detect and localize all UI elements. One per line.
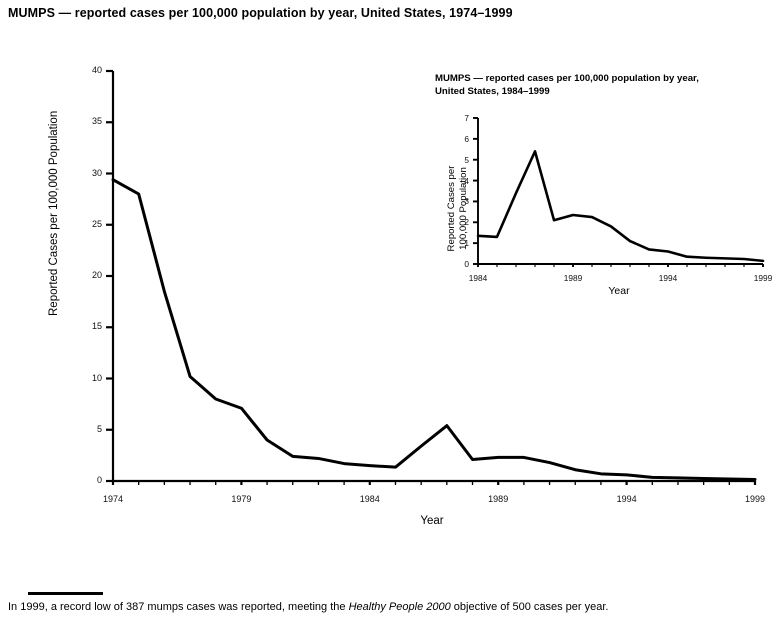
inset-chart-data-line: [476, 150, 765, 263]
footnote-prefix: In 1999, a record low of 387 mumps cases…: [8, 601, 349, 613]
inset-chart-plot-area: [472, 115, 766, 267]
inset-chart-title: MUMPS — reported cases per 100,000 popul…: [435, 73, 699, 97]
inset-chart-y-tick-label: 3: [464, 196, 469, 207]
main-chart-y-tick-label: 10: [91, 372, 102, 383]
main-chart-plot-area: [105, 67, 759, 485]
inset-chart-x-tick-label: 1994: [658, 273, 678, 283]
inset-chart-x-tick-label: 1989: [563, 273, 583, 283]
main-chart-y-tick-label: 15: [91, 321, 102, 332]
main-chart-tick-marks: [106, 69, 757, 485]
inset-chart-y-tick-label: 1: [464, 238, 469, 249]
footnote-rule: [28, 592, 103, 595]
inset-chart-y-tick-label: 7: [464, 113, 469, 123]
main-chart-x-tick-label: 1979: [231, 494, 252, 504]
inset-chart-y-tick-label: 5: [464, 154, 469, 165]
main-chart-y-tick-label: 5: [96, 423, 102, 434]
inset-chart-axes: [477, 118, 763, 265]
inset-chart-y-tick-label: 4: [464, 175, 469, 186]
page-title: MUMPS — reported cases per 100,000 popul…: [8, 6, 513, 20]
inset-chart: MUMPS — reported cases per 100,000 popul…: [425, 72, 775, 307]
main-chart-x-tick-label: 1989: [488, 494, 509, 504]
inset-chart-tick-marks: [473, 117, 764, 267]
inset-chart-y-tick-label: 0: [464, 259, 469, 269]
inset-chart-x-axis-label: Year: [608, 285, 630, 297]
inset-chart-x-tick-label: 1999: [753, 273, 773, 283]
main-chart-y-axis-label: Reported Cases per 100,000 Population: [48, 110, 60, 316]
main-chart-x-tick-label: 1999: [744, 494, 766, 504]
inset-chart-y-tick-label: 2: [464, 217, 469, 228]
inset-chart-y-tick-label: 6: [464, 133, 469, 144]
main-chart-x-tick-label: 1974: [102, 494, 124, 504]
main-chart-x-tick-label: 1984: [359, 494, 380, 504]
main-chart-y-tick-label: 40: [91, 65, 102, 75]
footnote-text: In 1999, a record low of 387 mumps cases…: [8, 601, 608, 613]
main-chart-svg: [106, 69, 757, 485]
inset-chart-svg: [473, 117, 765, 267]
main-chart: Reported Cases per 100,000 Population 0 5…: [0, 50, 783, 550]
main-chart-x-axis-label: Year: [420, 515, 444, 527]
main-chart-y-tick-label: 25: [91, 218, 102, 229]
main-chart-y-tick-label: 20: [91, 270, 102, 280]
main-chart-y-tick-label: 0: [96, 475, 102, 485]
main-chart-data-line: [111, 178, 757, 481]
footnote-suffix: objective of 500 cases per year.: [450, 601, 609, 613]
main-chart-y-tick-label: 35: [91, 116, 102, 127]
footnote-italic-phrase: Healthy People 2000: [348, 601, 451, 613]
main-chart-x-tick-label: 1994: [616, 494, 637, 504]
inset-chart-x-tick-label: 1984: [468, 273, 488, 283]
main-chart-y-tick-label: 30: [91, 167, 102, 178]
